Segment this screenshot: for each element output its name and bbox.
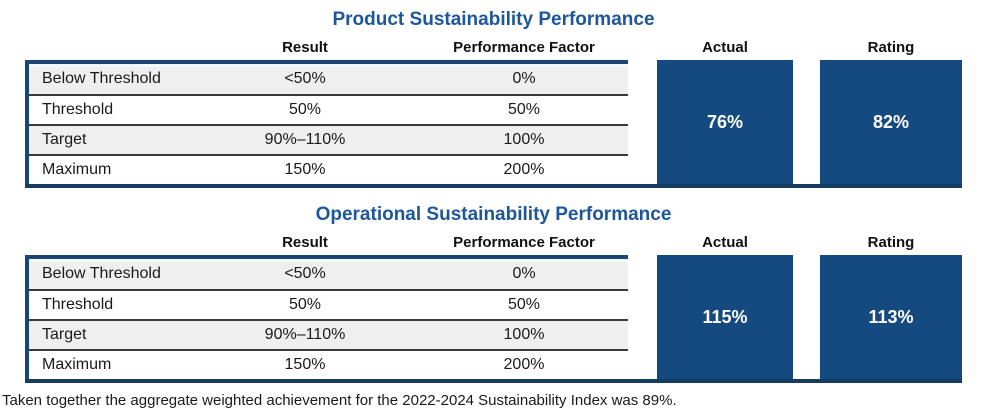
box-box-gap bbox=[793, 255, 820, 379]
empty-header-cell bbox=[793, 233, 820, 252]
result-column-header: Result bbox=[282, 234, 328, 251]
product-rating-value-box: 82% bbox=[820, 60, 962, 184]
actual-column-header: Actual bbox=[702, 234, 748, 251]
row-result-value: 50% bbox=[288, 101, 322, 118]
operational-section-title: Operational Sustainability Performance bbox=[315, 204, 672, 225]
box-box-gap bbox=[793, 60, 820, 184]
product-sustainability-section: Product Sustainability Performance Resul… bbox=[25, 0, 962, 188]
rating-column-header: Rating bbox=[867, 234, 915, 251]
table-row: Threshold 50% 50% bbox=[29, 289, 628, 319]
row-result-value: 50% bbox=[288, 296, 322, 313]
empty-header-cell bbox=[793, 38, 820, 57]
performance-factor-column-header: Performance Factor bbox=[453, 39, 595, 56]
rating-column-header: Rating bbox=[867, 39, 915, 56]
row-performance-factor-value: 200% bbox=[503, 161, 545, 178]
product-actual-value: 76% bbox=[706, 111, 744, 132]
row-label: Threshold bbox=[42, 296, 114, 313]
row-label: Below Threshold bbox=[42, 265, 161, 282]
result-column-header: Result bbox=[282, 39, 328, 56]
table-row: Below Threshold <50% 0% bbox=[29, 64, 628, 94]
row-result-value: <50% bbox=[284, 70, 326, 87]
row-performance-factor-value: 100% bbox=[503, 326, 545, 343]
operational-actual-value: 115% bbox=[702, 306, 748, 327]
product-rating-value: 82% bbox=[872, 111, 910, 132]
table-box-gap bbox=[628, 255, 657, 379]
empty-header-cell bbox=[25, 38, 190, 57]
operational-actual-value-box: 115% bbox=[657, 255, 793, 379]
row-label: Below Threshold bbox=[42, 70, 161, 87]
row-result-value: <50% bbox=[284, 265, 326, 282]
row-performance-factor-value: 50% bbox=[507, 296, 541, 313]
row-label: Target bbox=[42, 326, 87, 343]
table-row: Threshold 50% 50% bbox=[29, 94, 628, 124]
row-performance-factor-value: 0% bbox=[512, 70, 536, 87]
operational-threshold-table: Below Threshold <50% 0% Threshold 50% 50… bbox=[25, 255, 628, 379]
product-table-body: Below Threshold <50% 0% Threshold 50% 50… bbox=[25, 60, 962, 188]
row-result-value: 150% bbox=[284, 161, 326, 178]
table-row: Target 90%–110% 100% bbox=[29, 124, 628, 154]
row-performance-factor-value: 200% bbox=[503, 356, 545, 373]
operational-sustainability-section: Operational Sustainability Performance R… bbox=[25, 188, 962, 383]
operational-table-header-row: Result Performance Factor Actual Rating bbox=[25, 232, 962, 255]
table-row: Maximum 150% 200% bbox=[29, 154, 628, 184]
performance-factor-column-header: Performance Factor bbox=[453, 234, 595, 251]
row-label: Threshold bbox=[42, 101, 114, 118]
row-label: Maximum bbox=[42, 356, 112, 373]
table-box-gap bbox=[628, 60, 657, 184]
empty-header-cell bbox=[628, 233, 657, 252]
row-performance-factor-value: 0% bbox=[512, 265, 536, 282]
empty-header-cell bbox=[628, 38, 657, 57]
row-result-value: 90%–110% bbox=[264, 326, 346, 343]
row-label: Target bbox=[42, 131, 87, 148]
table-row: Target 90%–110% 100% bbox=[29, 319, 628, 349]
product-threshold-table: Below Threshold <50% 0% Threshold 50% 50… bbox=[25, 60, 628, 184]
empty-header-cell bbox=[25, 233, 190, 252]
aggregate-achievement-note: Taken together the aggregate weighted ac… bbox=[2, 392, 677, 409]
row-performance-factor-value: 100% bbox=[503, 131, 545, 148]
product-actual-value-box: 76% bbox=[657, 60, 793, 184]
product-section-title: Product Sustainability Performance bbox=[332, 9, 655, 30]
actual-column-header: Actual bbox=[702, 39, 748, 56]
product-table-header-row: Result Performance Factor Actual Rating bbox=[25, 37, 962, 60]
operational-rating-value-box: 113% bbox=[820, 255, 962, 379]
table-row: Below Threshold <50% 0% bbox=[29, 259, 628, 289]
table-row: Maximum 150% 200% bbox=[29, 349, 628, 379]
row-performance-factor-value: 50% bbox=[507, 101, 541, 118]
row-result-value: 90%–110% bbox=[264, 131, 346, 148]
operational-table-body: Below Threshold <50% 0% Threshold 50% 50… bbox=[25, 255, 962, 383]
operational-rating-value: 113% bbox=[868, 306, 914, 327]
row-result-value: 150% bbox=[284, 356, 326, 373]
row-label: Maximum bbox=[42, 161, 112, 178]
